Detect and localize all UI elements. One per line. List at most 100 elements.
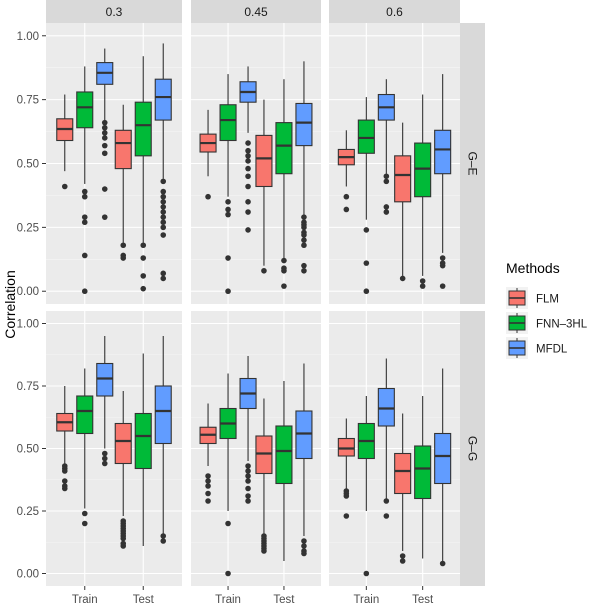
outlier-point [225, 206, 231, 213]
y-tick-label: 0.50 [17, 444, 39, 456]
outlier-point [301, 232, 307, 238]
outlier-point [61, 183, 68, 190]
box-train-mfdl [377, 358, 395, 519]
outlier-point [81, 188, 88, 195]
outlier-point [81, 214, 88, 220]
outlier-point [160, 275, 167, 282]
column-strip-label: 0.45 [244, 5, 268, 19]
box-train-mfdl [377, 79, 395, 215]
outlier-point [101, 150, 108, 157]
box-train-flm [56, 386, 74, 492]
box-train-fnn3hl [357, 97, 375, 295]
box-test-mfdl [154, 43, 172, 282]
outlier-point [225, 570, 231, 577]
legend-label: MFDL [536, 344, 568, 356]
box-test-fnn3hl [134, 56, 152, 292]
outlier-point [120, 242, 127, 249]
column-strip-0: 0.3 [46, 0, 182, 23]
outlier-point [245, 463, 251, 469]
x-tick-label: Test [273, 594, 295, 605]
outlier-point [101, 142, 108, 149]
box-body [434, 432, 452, 485]
outlier-point [205, 483, 211, 489]
outlier-point [101, 135, 108, 141]
outlier-point [101, 214, 108, 220]
x-tick-label: Train [72, 594, 98, 605]
x-tick-label: Test [133, 594, 155, 605]
box-test-fnn3hl [275, 381, 293, 561]
outlier-point [245, 227, 251, 233]
y-tick-label: 0.00 [17, 569, 39, 581]
y-axis-title: Correlation [2, 270, 18, 338]
box-train-flm [337, 130, 355, 213]
box-train-fnn3hl [76, 66, 94, 295]
outlier-point [160, 199, 167, 205]
outlier-point [399, 553, 406, 559]
outlier-point [301, 538, 307, 544]
legend-label: FNN–3HL [536, 319, 588, 331]
outlier-point [245, 468, 251, 474]
outlier-point [160, 204, 167, 210]
strip-background [329, 0, 460, 23]
box-test-fnn3hl [275, 79, 293, 289]
box-test-fnn3hl [414, 396, 432, 559]
outlier-point [301, 214, 307, 220]
column-strip-label: 0.6 [386, 5, 403, 19]
box-test-flm [394, 122, 412, 282]
outlier-point [81, 520, 88, 527]
y-tick-label: 1.00 [17, 31, 39, 43]
y-tick-label: 0.25 [17, 222, 39, 234]
box-test-fnn3hl [134, 353, 152, 546]
box-test-flm [114, 391, 132, 549]
outlier-point [61, 468, 68, 474]
outlier-point [245, 173, 251, 180]
box-test-fnn3hl [414, 94, 432, 289]
outlier-point [245, 165, 251, 172]
outlier-point [160, 224, 167, 231]
box-body [76, 395, 94, 435]
box-test-mfdl [434, 74, 452, 289]
outlier-point [101, 124, 108, 131]
legend-item-mfdl: MFDL [506, 337, 568, 359]
outlier-point [245, 209, 251, 215]
legend-item-fnn3hl: FNN–3HL [506, 312, 588, 334]
box-body [377, 387, 395, 427]
box-body [219, 104, 237, 142]
box-body [434, 129, 452, 175]
box-body [337, 437, 355, 457]
outlier-point [101, 460, 108, 467]
panel-0-1 [191, 23, 321, 304]
box-train-flm [199, 403, 217, 504]
outlier-point [61, 478, 68, 484]
outlier-point [281, 257, 287, 264]
box-body [414, 142, 432, 198]
box-body [275, 425, 293, 485]
box-body [154, 78, 172, 121]
box-train-flm [56, 94, 74, 190]
outlier-point [160, 214, 167, 220]
outlier-point [439, 283, 446, 289]
panel-1-0 [46, 311, 182, 586]
box-train-fnn3hl [219, 373, 237, 577]
outlier-point [261, 267, 267, 274]
outlier-point [160, 193, 167, 200]
outlier-point [81, 288, 88, 295]
outlier-point [383, 513, 390, 519]
x-tick-label: Train [353, 594, 379, 605]
box-body [414, 445, 432, 500]
legend-label: FLM [536, 294, 559, 306]
outlier-point [101, 455, 108, 462]
box-body [295, 102, 313, 147]
box-train-fnn3hl [76, 368, 94, 527]
outlier-point [343, 513, 350, 519]
outlier-point [140, 255, 147, 261]
panel-1-1 [191, 311, 321, 586]
outlier-point [245, 183, 251, 190]
x-tick-label: Test [412, 594, 434, 605]
row-strip-1: G–G [460, 311, 485, 586]
y-tick-label: 0.00 [17, 286, 39, 298]
outlier-point [245, 478, 251, 484]
outlier-point [205, 473, 211, 479]
panel-1-2 [329, 311, 460, 586]
